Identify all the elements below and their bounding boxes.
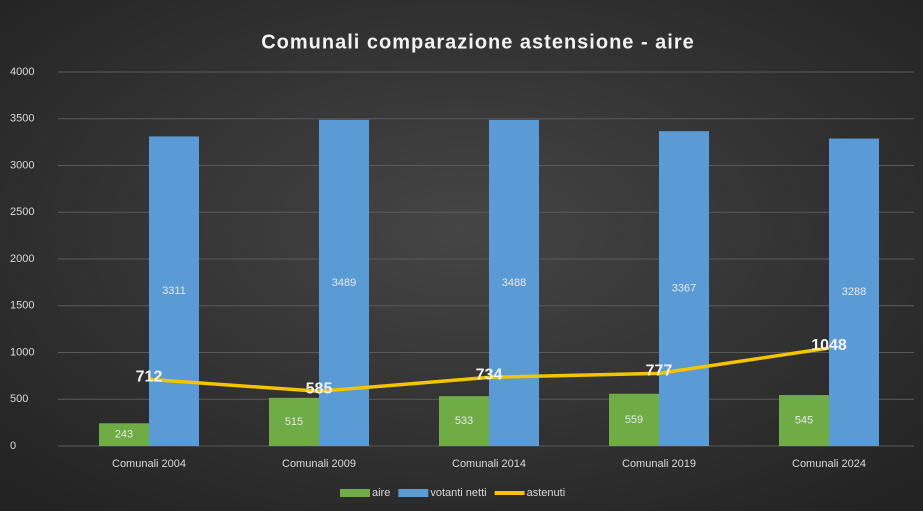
- x-tick-label: Comunali 2024: [792, 458, 866, 470]
- line-value-label: 734: [476, 367, 503, 384]
- line-value-label: 777: [646, 363, 673, 380]
- y-tick-label: 2500: [10, 206, 34, 218]
- x-tick-label: Comunali 2014: [452, 458, 526, 470]
- bar-value-label: 559: [625, 414, 643, 426]
- legend-swatch: [494, 491, 525, 495]
- bar: [489, 119, 539, 446]
- bar-value-label: 3311: [162, 285, 186, 297]
- y-tick-label: 500: [10, 393, 28, 405]
- bar-value-label: 515: [285, 416, 303, 428]
- y-tick-label: 2000: [10, 253, 34, 265]
- legend-swatch: [340, 489, 370, 497]
- x-tick-label: Comunali 2009: [282, 458, 356, 470]
- bar: [779, 395, 829, 446]
- x-tick-label: Comunali 2004: [112, 458, 186, 470]
- legend-swatch: [398, 489, 429, 497]
- bar-value-label: 243: [115, 429, 133, 441]
- bar-value-label: 545: [795, 414, 813, 426]
- bar-value-label: 3367: [672, 282, 696, 294]
- line-series: [148, 346, 830, 394]
- y-tick-label: 3000: [10, 159, 34, 171]
- legend-label: astenuti: [527, 487, 566, 499]
- bar: [149, 136, 199, 446]
- bar: [439, 396, 489, 446]
- legend-label: aire: [372, 487, 390, 499]
- bar-value-label: 533: [455, 415, 473, 427]
- line-value-label: 712: [136, 369, 163, 386]
- y-tick-label: 1000: [10, 346, 34, 358]
- y-tick-label: 3500: [10, 113, 34, 125]
- bar-value-label: 3488: [502, 277, 526, 289]
- y-tick-label: 1500: [10, 300, 34, 312]
- bar-value-label: 3288: [842, 286, 866, 298]
- bar-value-label: 3489: [332, 277, 356, 289]
- bar: [269, 397, 319, 446]
- legend-label: votanti netti: [430, 487, 486, 499]
- line-value-label: 1048: [811, 337, 847, 354]
- bar: [609, 393, 659, 446]
- bar: [829, 138, 879, 446]
- chart-title: Comunali comparazione astensione - aire: [261, 31, 695, 53]
- y-tick-label: 4000: [10, 66, 34, 78]
- y-tick-label: 0: [10, 440, 16, 452]
- bar: [99, 423, 149, 446]
- line-value-label: 585: [306, 381, 333, 398]
- x-tick-label: Comunali 2019: [622, 458, 696, 470]
- bar: [659, 131, 709, 447]
